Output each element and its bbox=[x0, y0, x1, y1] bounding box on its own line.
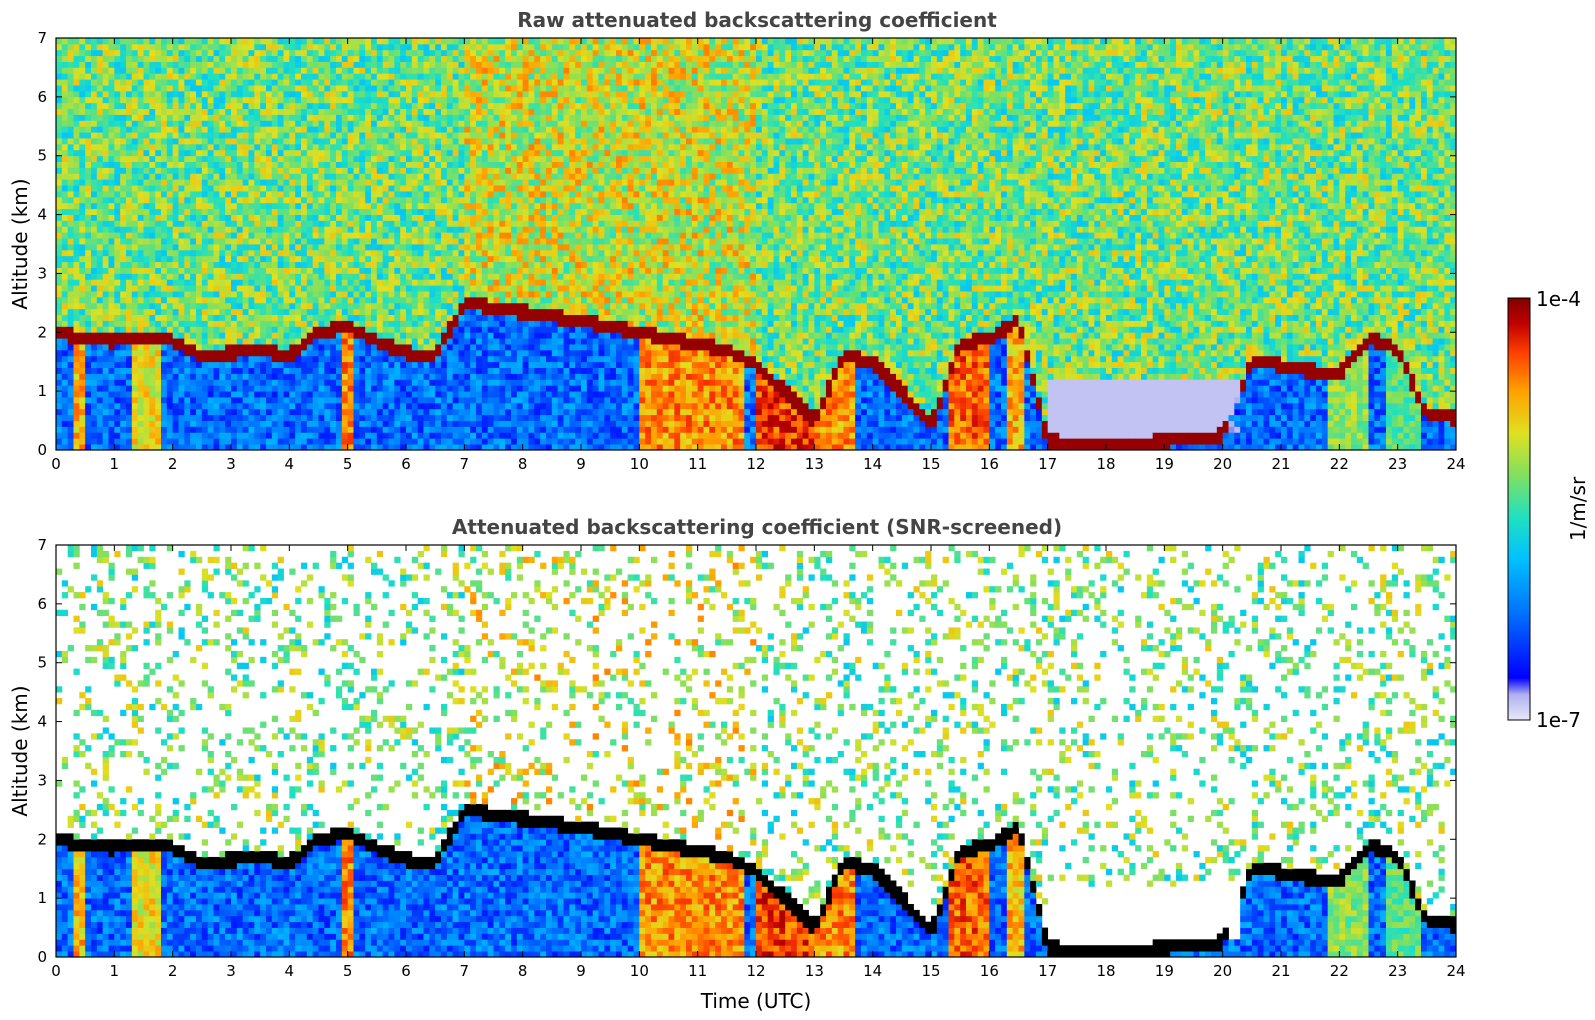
y-tick-label: 2 bbox=[37, 323, 47, 341]
x-tick-label: 17 bbox=[1038, 455, 1057, 473]
panel-raw-title: Raw attenuated backscattering coefficien… bbox=[517, 8, 997, 32]
x-tick-label: 6 bbox=[401, 455, 411, 473]
panel-raw-x-ticks: 0 1 2 3 4 5 6 7 8 9 10 11 12 13 14 15 16 17 18 19 20 21 22 23 24 bbox=[51, 38, 1466, 473]
y-tick-label: 1 bbox=[37, 889, 47, 907]
x-tick-label: 9 bbox=[576, 962, 586, 980]
x-tick-label: 19 bbox=[1155, 962, 1174, 980]
x-tick-label: 13 bbox=[805, 455, 824, 473]
x-tick-label: 20 bbox=[1213, 455, 1232, 473]
panel-raw-y-ticks: 0 1 2 3 4 5 6 7 bbox=[37, 29, 1456, 459]
x-tick-label: 18 bbox=[1096, 962, 1115, 980]
x-tick-label: 20 bbox=[1213, 962, 1232, 980]
y-tick-label: 4 bbox=[37, 206, 47, 224]
x-tick-label: 8 bbox=[518, 455, 528, 473]
y-tick-label: 3 bbox=[37, 771, 47, 789]
colorbar-scale bbox=[1507, 297, 1531, 721]
y-tick-label: 7 bbox=[37, 536, 47, 554]
panel-screened-title: Attenuated backscattering coefficient (S… bbox=[452, 515, 1062, 539]
x-tick-label: 23 bbox=[1388, 455, 1407, 473]
panel-raw: Raw attenuated backscattering coefficien… bbox=[8, 8, 1466, 473]
x-tick-label: 22 bbox=[1330, 962, 1349, 980]
x-tick-label: 6 bbox=[401, 962, 411, 980]
x-tick-label: 22 bbox=[1330, 455, 1349, 473]
colorbar-min-label: 1e-7 bbox=[1536, 708, 1581, 732]
x-tick-label: 8 bbox=[518, 962, 528, 980]
x-tick-label: 24 bbox=[1446, 455, 1465, 473]
x-tick-label: 15 bbox=[921, 455, 940, 473]
y-tick-label: 6 bbox=[37, 595, 47, 613]
x-tick-label: 1 bbox=[110, 455, 120, 473]
y-tick-label: 7 bbox=[37, 29, 47, 47]
x-tick-label: 17 bbox=[1038, 962, 1057, 980]
x-tick-label: 3 bbox=[226, 962, 236, 980]
colorbar: 1e-4 1e-7 1/m/sr bbox=[1507, 287, 1590, 732]
x-tick-label: 21 bbox=[1271, 962, 1290, 980]
y-tick-label: 0 bbox=[37, 441, 47, 459]
x-tick-label: 3 bbox=[226, 455, 236, 473]
x-tick-label: 5 bbox=[343, 962, 353, 980]
x-tick-label: 0 bbox=[51, 455, 61, 473]
x-tick-label: 9 bbox=[576, 455, 586, 473]
x-tick-label: 10 bbox=[630, 455, 649, 473]
colorbar-unit-label: 1/m/sr bbox=[1566, 476, 1590, 541]
x-tick-label: 11 bbox=[688, 455, 707, 473]
y-tick-label: 6 bbox=[37, 88, 47, 106]
panel-screened-x-ticks: 0 1 2 3 4 5 6 7 8 9 10 11 12 13 14 15 16 17 18 19 20 21 22 23 24 bbox=[51, 545, 1466, 980]
x-tick-label: 5 bbox=[343, 455, 353, 473]
x-tick-label: 24 bbox=[1446, 962, 1465, 980]
x-tick-label: 23 bbox=[1388, 962, 1407, 980]
panel-screened-xlabel: Time (UTC) bbox=[700, 989, 812, 1013]
x-tick-label: 21 bbox=[1271, 455, 1290, 473]
panel-raw-heatmap bbox=[56, 38, 1457, 451]
x-tick-label: 16 bbox=[980, 455, 999, 473]
y-tick-label: 0 bbox=[37, 948, 47, 966]
x-tick-label: 12 bbox=[746, 455, 765, 473]
x-tick-label: 4 bbox=[285, 962, 295, 980]
y-tick-label: 2 bbox=[37, 830, 47, 848]
y-tick-label: 3 bbox=[37, 264, 47, 282]
x-tick-label: 13 bbox=[805, 962, 824, 980]
y-tick-label: 5 bbox=[37, 147, 47, 165]
x-tick-label: 14 bbox=[863, 455, 882, 473]
x-tick-label: 18 bbox=[1096, 455, 1115, 473]
x-tick-label: 7 bbox=[460, 962, 470, 980]
x-tick-label: 16 bbox=[980, 962, 999, 980]
x-tick-label: 12 bbox=[746, 962, 765, 980]
x-tick-label: 4 bbox=[285, 455, 295, 473]
x-tick-label: 0 bbox=[51, 962, 61, 980]
x-tick-label: 2 bbox=[168, 962, 178, 980]
colorbar-max-label: 1e-4 bbox=[1536, 287, 1581, 311]
panel-screened-y-ticks: 0 1 2 3 4 5 6 7 bbox=[37, 536, 1456, 966]
panel-screened-ylabel: Altitude (km) bbox=[8, 685, 32, 816]
y-tick-label: 4 bbox=[37, 713, 47, 731]
y-tick-label: 1 bbox=[37, 382, 47, 400]
x-tick-label: 11 bbox=[688, 962, 707, 980]
x-tick-label: 7 bbox=[460, 455, 470, 473]
panel-screened: Attenuated backscattering coefficient (S… bbox=[8, 515, 1466, 1013]
x-tick-label: 10 bbox=[630, 962, 649, 980]
x-tick-label: 1 bbox=[110, 962, 120, 980]
y-tick-label: 5 bbox=[37, 654, 47, 672]
x-tick-label: 2 bbox=[168, 455, 178, 473]
x-tick-label: 19 bbox=[1155, 455, 1174, 473]
x-tick-label: 15 bbox=[921, 962, 940, 980]
panel-screened-heatmap bbox=[56, 545, 1457, 958]
x-tick-label: 14 bbox=[863, 962, 882, 980]
panel-raw-ylabel: Altitude (km) bbox=[8, 178, 32, 309]
